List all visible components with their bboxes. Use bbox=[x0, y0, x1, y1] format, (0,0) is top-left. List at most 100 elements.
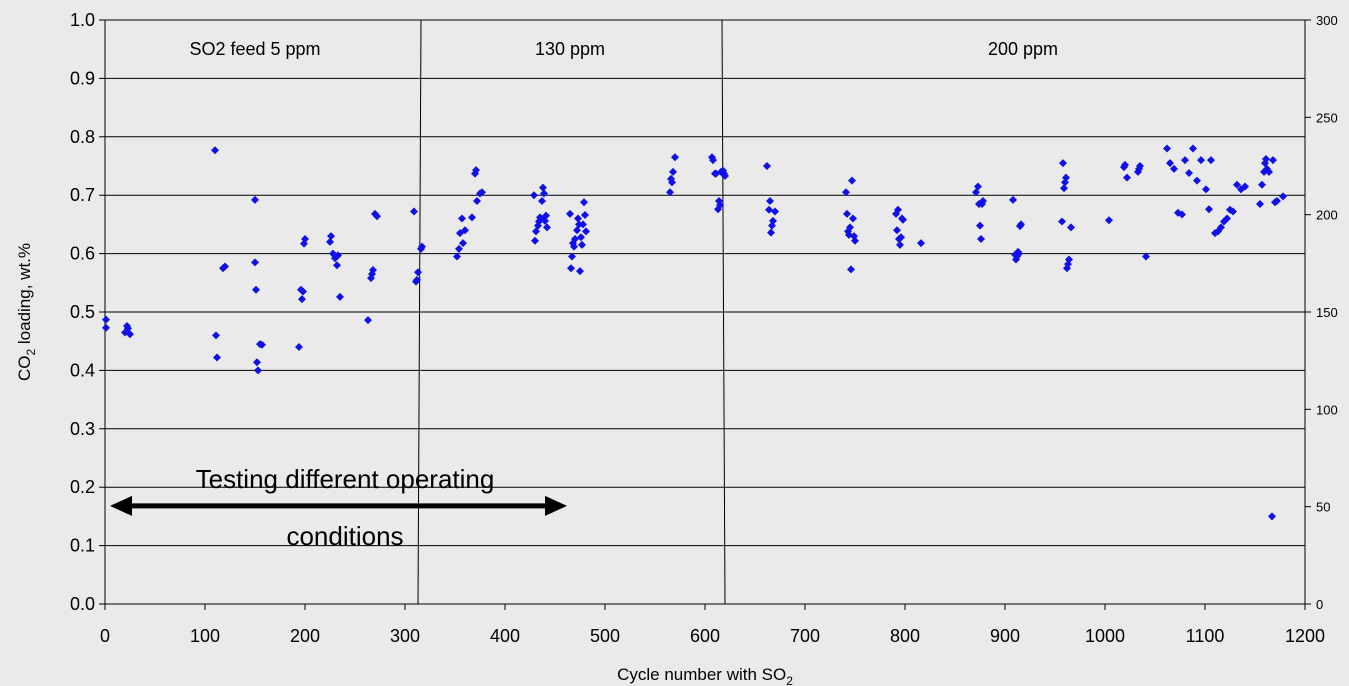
data-point bbox=[1269, 156, 1277, 165]
data-point bbox=[767, 228, 775, 237]
data-point bbox=[542, 211, 550, 220]
data-point bbox=[567, 264, 575, 273]
data-point bbox=[1229, 207, 1237, 216]
data-point bbox=[461, 226, 469, 235]
data-point bbox=[253, 358, 261, 367]
data-point bbox=[298, 295, 306, 304]
data-point bbox=[414, 268, 422, 277]
data-point bbox=[1262, 154, 1270, 163]
data-point bbox=[577, 233, 585, 242]
data-point bbox=[766, 197, 774, 206]
data-point bbox=[1202, 185, 1210, 194]
x-tick-label: 1000 bbox=[1085, 626, 1125, 646]
data-point bbox=[538, 197, 546, 206]
data-point bbox=[326, 237, 334, 246]
x-tick-label: 200 bbox=[290, 626, 320, 646]
x-tick-label: 0 bbox=[100, 626, 110, 646]
data-point bbox=[468, 213, 476, 222]
data-point bbox=[458, 214, 466, 223]
x-tick-label: 600 bbox=[690, 626, 720, 646]
data-point bbox=[1017, 220, 1025, 229]
data-point bbox=[1265, 167, 1273, 176]
data-point bbox=[763, 162, 771, 170]
x-tick-label: 400 bbox=[490, 626, 520, 646]
double-arrow-icon bbox=[110, 495, 567, 516]
data-point bbox=[327, 232, 335, 241]
data-point bbox=[1067, 223, 1075, 232]
y-axis-ticks: 0.0 0.1 0.2 0.3 0.4 0.5 0.6 0.7 0.8 0.9 1.0 bbox=[70, 10, 105, 614]
y2-tick-label: 100 bbox=[1316, 402, 1338, 417]
y-tick-label: 0.6 bbox=[70, 244, 95, 264]
data-point bbox=[1015, 249, 1023, 258]
y2-tick-label: 200 bbox=[1316, 208, 1338, 223]
data-point bbox=[897, 233, 905, 242]
data-point bbox=[1060, 184, 1068, 193]
data-point bbox=[1105, 216, 1113, 225]
data-point bbox=[1170, 164, 1178, 173]
data-point bbox=[373, 212, 381, 221]
data-point bbox=[671, 153, 679, 162]
data-point bbox=[413, 275, 421, 284]
data-point bbox=[582, 227, 590, 236]
data-point bbox=[252, 285, 260, 294]
data-point bbox=[580, 198, 588, 207]
arrow-head-left bbox=[110, 495, 132, 516]
data-point bbox=[1256, 199, 1264, 208]
region-label: 200 ppm bbox=[988, 39, 1058, 59]
data-point bbox=[1065, 255, 1073, 264]
data-point bbox=[102, 315, 110, 324]
data-point bbox=[540, 189, 548, 198]
data-point bbox=[669, 167, 677, 176]
data-point bbox=[1058, 217, 1066, 226]
data-point bbox=[364, 316, 372, 325]
x-tick-label: 100 bbox=[190, 626, 220, 646]
data-point bbox=[1142, 252, 1150, 261]
x-tick-label: 500 bbox=[590, 626, 620, 646]
data-point bbox=[574, 214, 582, 223]
x-tick-label: 700 bbox=[790, 626, 820, 646]
data-point bbox=[126, 330, 134, 339]
data-point bbox=[979, 197, 987, 206]
region-divider bbox=[721, 19, 726, 605]
annotation-line-2: conditions bbox=[286, 521, 403, 551]
data-point bbox=[769, 216, 777, 225]
y-tick-label: 0.0 bbox=[70, 594, 95, 614]
data-point bbox=[543, 223, 551, 232]
y-axis-title: CO2 loading, wt.% bbox=[15, 243, 38, 381]
data-point bbox=[251, 258, 259, 267]
data-point bbox=[842, 188, 850, 197]
region-label: 130 ppm bbox=[535, 39, 605, 59]
data-point bbox=[666, 188, 674, 197]
annotation: Testing different operating conditions bbox=[110, 464, 567, 551]
data-point bbox=[1233, 180, 1241, 189]
data-point bbox=[1279, 192, 1287, 201]
data-point bbox=[333, 261, 341, 270]
data-point bbox=[571, 235, 579, 243]
data-point bbox=[848, 176, 856, 185]
y-tick-label: 0.8 bbox=[70, 127, 95, 147]
data-points bbox=[102, 144, 1287, 521]
y2-tick-label: 300 bbox=[1316, 13, 1338, 28]
data-point bbox=[851, 236, 859, 245]
data-point bbox=[1205, 205, 1213, 214]
data-point bbox=[301, 235, 309, 243]
y-tick-label: 0.5 bbox=[70, 302, 95, 322]
data-point bbox=[849, 214, 857, 223]
data-point bbox=[1273, 197, 1281, 206]
data-point bbox=[668, 178, 676, 187]
y2-tick-label: 150 bbox=[1316, 305, 1338, 320]
data-point bbox=[1178, 210, 1186, 219]
y2-tick-label: 50 bbox=[1316, 500, 1330, 515]
data-point bbox=[566, 209, 574, 218]
data-point bbox=[578, 240, 586, 249]
data-point bbox=[570, 242, 578, 251]
data-point bbox=[771, 207, 779, 216]
x-tick-label: 300 bbox=[390, 626, 420, 646]
data-point bbox=[1166, 159, 1174, 168]
data-point bbox=[576, 267, 584, 276]
data-point bbox=[894, 205, 902, 214]
data-point bbox=[336, 292, 344, 301]
data-point bbox=[254, 366, 262, 375]
region-labels: SO2 feed 5 ppm 130 ppm 200 ppm bbox=[189, 39, 1058, 59]
data-point bbox=[102, 323, 110, 332]
